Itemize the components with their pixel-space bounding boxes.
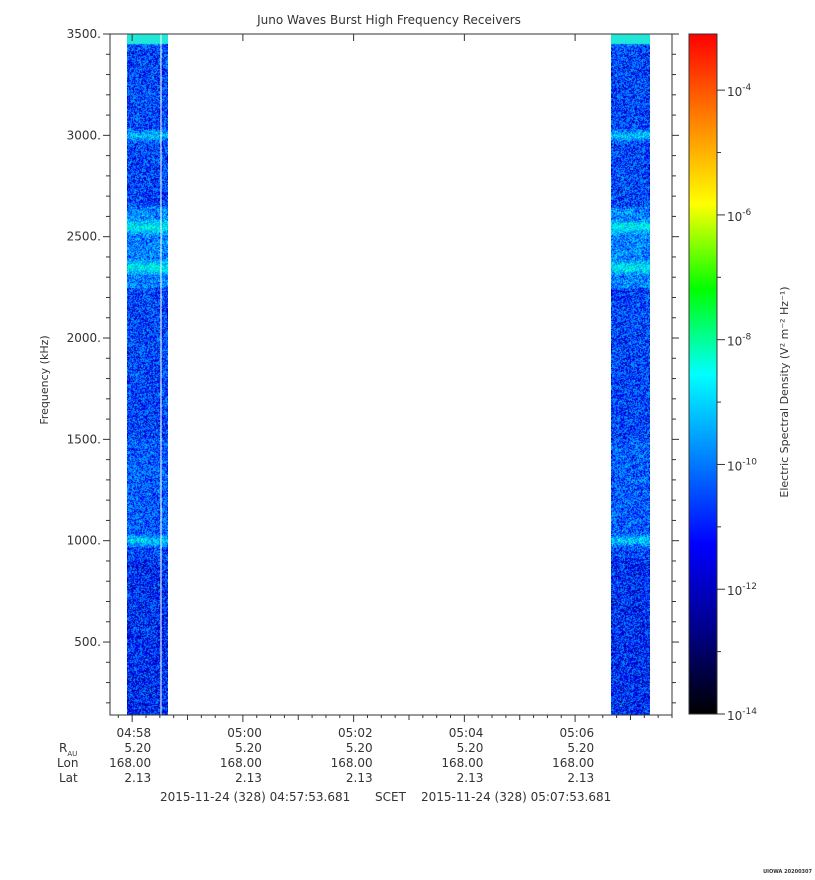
y-tick-label: 1500. bbox=[67, 432, 101, 446]
x-tick-lat: 2.13 bbox=[457, 771, 484, 785]
x-tick-lat: 2.13 bbox=[124, 771, 151, 785]
y-tick-label: 3500. bbox=[67, 27, 101, 41]
x-tick-label: 04:58 bbox=[117, 726, 152, 740]
colorbar-tick-label: 10-8 bbox=[727, 333, 752, 349]
colorbar-label: Electric Spectral Density (V² m⁻² Hz⁻¹) bbox=[778, 286, 791, 497]
colorbar bbox=[688, 33, 718, 715]
y-axis-label: Frequency (kHz) bbox=[38, 335, 51, 424]
time-range-end: 2015-11-24 (328) 05:07:53.681 bbox=[421, 790, 611, 804]
colorbar-axis: 10-14 10-12 10-10 10-8 10-6 10-4 bbox=[717, 83, 757, 723]
x-tick-lat: 2.13 bbox=[346, 771, 373, 785]
y-tick-label: 1000. bbox=[67, 534, 101, 548]
y-axis: 500. 1000. 1500. 2000. 2500. 3000. 3500. bbox=[67, 27, 679, 704]
colorbar-tick-label: 10-12 bbox=[727, 582, 757, 598]
x-tick-rau: 5.20 bbox=[567, 741, 594, 755]
plot-frame bbox=[109, 33, 673, 716]
y-tick-label: 500. bbox=[74, 635, 101, 649]
ephemeris-table: RAU Lon Lat 5.20168.002.135.20168.002.13… bbox=[57, 741, 594, 785]
x-tick-lon: 168.00 bbox=[220, 756, 262, 770]
x-axis: 04:58 05:00 05:02 05:04 05:06 bbox=[117, 34, 673, 740]
colorbar-tick-label: 10-10 bbox=[727, 457, 757, 473]
lat-row-label: Lat bbox=[59, 771, 78, 785]
x-tick-lon: 168.00 bbox=[552, 756, 594, 770]
spectrogram-segment bbox=[127, 34, 168, 715]
colorbar-tick-label: 10-14 bbox=[727, 707, 757, 723]
x-tick-label: 05:06 bbox=[560, 726, 595, 740]
spectrogram-segment bbox=[611, 34, 650, 715]
data-segments bbox=[127, 34, 650, 715]
y-tick-label: 2500. bbox=[67, 230, 101, 244]
time-range-start: 2015-11-24 (328) 04:57:53.681 bbox=[160, 790, 350, 804]
x-tick-lon: 168.00 bbox=[441, 756, 483, 770]
x-tick-label: 05:02 bbox=[338, 726, 373, 740]
x-tick-rau: 5.20 bbox=[235, 741, 262, 755]
colorbar-tick-label: 10-4 bbox=[727, 83, 752, 99]
lon-row-label: Lon bbox=[57, 756, 78, 770]
x-tick-label: 05:04 bbox=[449, 726, 484, 740]
x-tick-lat: 2.13 bbox=[567, 771, 594, 785]
x-tick-lon: 168.00 bbox=[109, 756, 151, 770]
x-tick-lat: 2.13 bbox=[235, 771, 262, 785]
rau-row-label: RAU bbox=[59, 741, 77, 758]
chart-title: Juno Waves Burst High Frequency Receiver… bbox=[256, 13, 521, 27]
y-tick-label: 2000. bbox=[67, 331, 101, 345]
x-tick-rau: 5.20 bbox=[346, 741, 373, 755]
x-tick-lon: 168.00 bbox=[331, 756, 373, 770]
x-tick-label: 05:00 bbox=[227, 726, 262, 740]
time-range-scet: SCET bbox=[375, 790, 407, 804]
footer-stamp: UIOWA 20200307 bbox=[763, 869, 812, 875]
y-tick-label: 3000. bbox=[67, 128, 101, 142]
colorbar-tick-label: 10-6 bbox=[727, 208, 752, 224]
x-tick-rau: 5.20 bbox=[457, 741, 484, 755]
x-tick-rau: 5.20 bbox=[124, 741, 151, 755]
